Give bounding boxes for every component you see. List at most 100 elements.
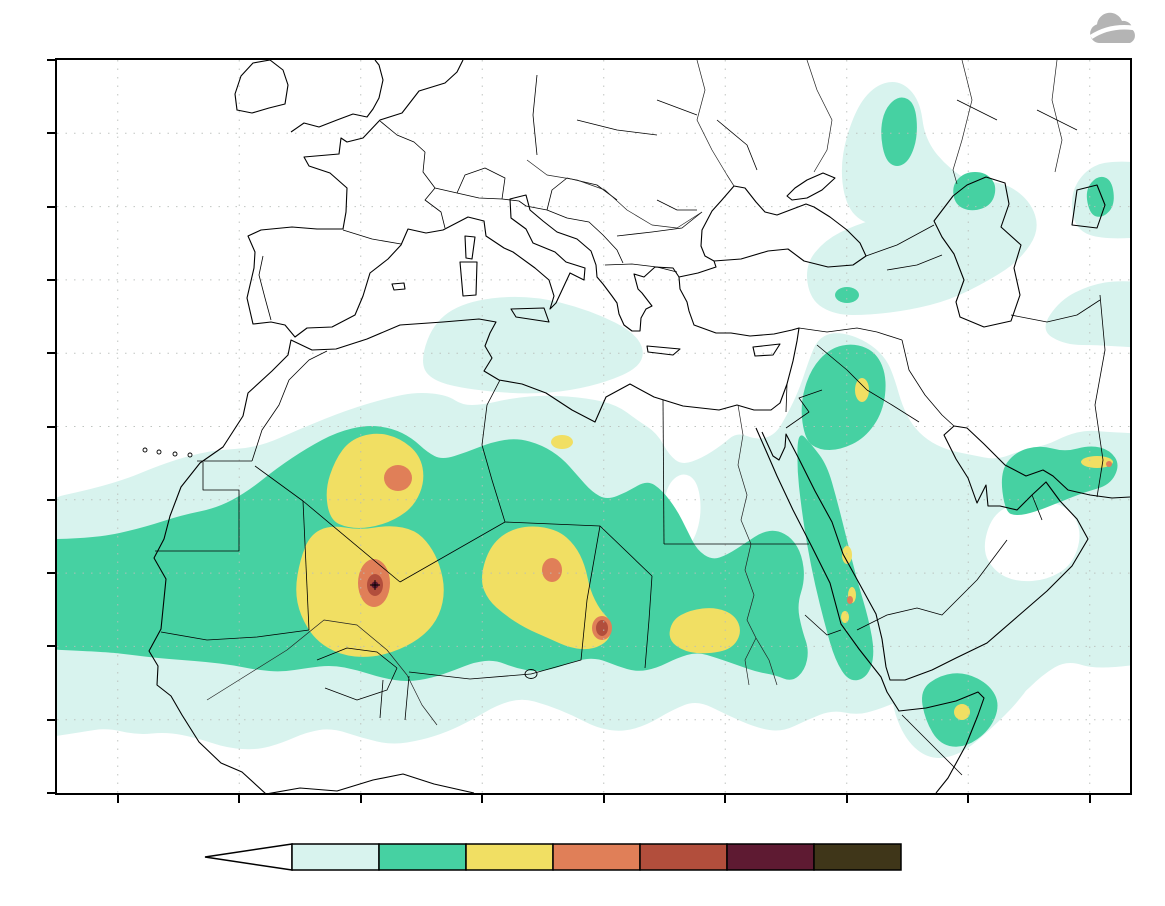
country-border bbox=[901, 714, 963, 776]
country-border bbox=[576, 119, 658, 136]
island-outline bbox=[187, 452, 193, 458]
lon-axis-tick bbox=[116, 795, 119, 803]
lake-chad-outline bbox=[524, 669, 538, 679]
lat-axis-tick bbox=[47, 718, 55, 721]
country-border bbox=[155, 462, 240, 552]
coastline bbox=[761, 425, 1130, 681]
river bbox=[206, 619, 438, 726]
country-border bbox=[886, 254, 943, 271]
coastline bbox=[391, 282, 406, 291]
aot-band-0.4-0.8 bbox=[669, 608, 740, 654]
aot-band-0.4-0.8 bbox=[842, 546, 852, 564]
coastline bbox=[646, 345, 681, 356]
aot-band-0.4-0.8 bbox=[954, 704, 970, 720]
aot-band-0.1-0.2 bbox=[423, 296, 643, 394]
aot-band-0.2-0.4 bbox=[797, 435, 874, 681]
coastline bbox=[246, 60, 680, 338]
country-border bbox=[424, 187, 446, 229]
river bbox=[952, 60, 973, 185]
country-border bbox=[532, 74, 538, 156]
country-border bbox=[422, 151, 436, 189]
country-border bbox=[525, 205, 624, 264]
river bbox=[806, 60, 833, 173]
country-border bbox=[876, 331, 903, 341]
coastline bbox=[700, 185, 815, 262]
island-outline bbox=[156, 449, 162, 455]
aot-band-0.8-1.2 bbox=[847, 596, 853, 604]
lon-axis-tick bbox=[1088, 795, 1091, 803]
lat-axis-tick bbox=[47, 645, 55, 648]
river bbox=[744, 637, 757, 686]
country-border bbox=[434, 187, 527, 207]
aot-band-0.1-0.2 bbox=[1045, 281, 1130, 348]
country-border bbox=[901, 339, 955, 427]
legend-band-0.8-1.2 bbox=[552, 843, 641, 871]
lat-axis-tick bbox=[47, 572, 55, 575]
country-border bbox=[804, 614, 842, 636]
country-border bbox=[616, 211, 703, 237]
lat-axis-tick bbox=[47, 425, 55, 428]
country-border bbox=[302, 500, 401, 583]
cloud-swoosh bbox=[1089, 25, 1142, 39]
country-border bbox=[785, 389, 823, 429]
country-border bbox=[816, 344, 868, 391]
colorbar-legend bbox=[0, 842, 1165, 902]
legend-band-0.4-0.8 bbox=[465, 843, 554, 871]
river bbox=[1051, 60, 1063, 173]
aot-area-below-0.1 bbox=[984, 500, 1080, 582]
island-outline bbox=[172, 451, 178, 457]
river bbox=[755, 637, 778, 686]
coastline bbox=[752, 343, 781, 357]
legend-band-0.2-0.4 bbox=[378, 843, 467, 871]
colorbar-canvas bbox=[204, 843, 902, 871]
country-border bbox=[254, 465, 304, 502]
coastline bbox=[459, 261, 478, 297]
coastline bbox=[234, 60, 289, 114]
country-border bbox=[258, 255, 272, 321]
lon-axis-tick bbox=[481, 795, 484, 803]
aot-band-0.2-0.4 bbox=[1086, 176, 1114, 217]
lat-axis-tick bbox=[47, 132, 55, 135]
aot-band-0.4-0.8 bbox=[551, 435, 573, 449]
aot-band-0.4-0.8 bbox=[1081, 456, 1113, 468]
country-border bbox=[530, 525, 601, 675]
country-border bbox=[160, 629, 310, 641]
river bbox=[737, 404, 757, 639]
lat-axis-tick bbox=[47, 792, 55, 794]
country-border bbox=[546, 177, 618, 211]
country-border bbox=[251, 350, 328, 462]
country-border bbox=[481, 379, 506, 523]
country-border bbox=[1031, 494, 1043, 521]
country-border bbox=[785, 383, 788, 413]
country-border bbox=[302, 500, 310, 631]
island-outline bbox=[142, 447, 148, 453]
lon-axis-tick bbox=[724, 795, 727, 803]
lon-axis-tick bbox=[845, 795, 848, 803]
map-canvas bbox=[57, 60, 1130, 793]
river bbox=[526, 159, 703, 229]
aot-band-0.2-0.4 bbox=[801, 344, 886, 450]
aot-band-0.4-0.8 bbox=[841, 611, 849, 623]
aot-band-1.2-1.6 bbox=[596, 620, 608, 636]
coastline bbox=[933, 176, 1022, 328]
lon-axis-tick bbox=[967, 795, 970, 803]
aot-band-0.8-1.2 bbox=[1106, 461, 1112, 467]
country-border bbox=[379, 679, 384, 719]
country-border bbox=[856, 539, 1008, 631]
aot-band-0.4-0.8 bbox=[482, 526, 612, 650]
coastline bbox=[148, 206, 867, 793]
country-border bbox=[956, 99, 998, 121]
country-border bbox=[1094, 294, 1106, 498]
aot-band-0.8-1.2 bbox=[542, 558, 562, 582]
coastline bbox=[786, 172, 836, 201]
country-border bbox=[644, 575, 653, 669]
coastline bbox=[464, 235, 476, 260]
lat-axis-tick bbox=[47, 352, 55, 355]
legend-band-1.2-1.6 bbox=[639, 843, 728, 871]
country-border bbox=[866, 389, 920, 423]
country-border bbox=[408, 671, 532, 680]
country-border bbox=[656, 199, 697, 211]
country-border bbox=[662, 399, 665, 545]
country-border bbox=[399, 521, 506, 583]
coastline bbox=[1071, 184, 1106, 229]
